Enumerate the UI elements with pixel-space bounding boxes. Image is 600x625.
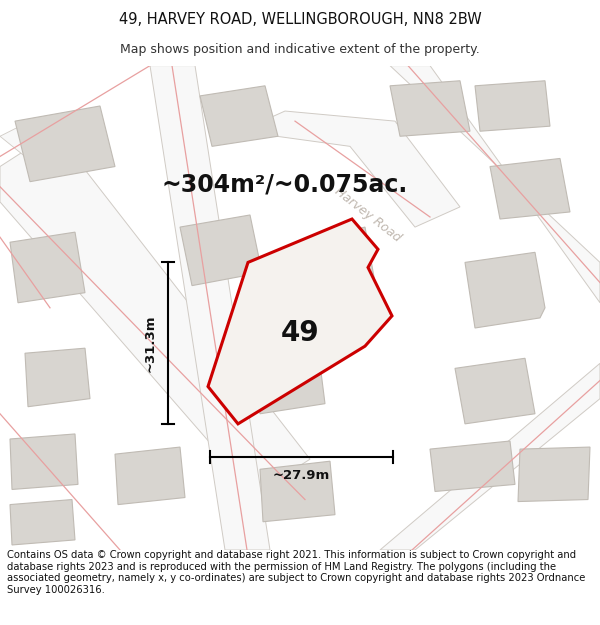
Polygon shape	[380, 363, 600, 550]
Polygon shape	[0, 131, 310, 494]
Polygon shape	[208, 219, 392, 424]
Text: Contains OS data © Crown copyright and database right 2021. This information is : Contains OS data © Crown copyright and d…	[7, 550, 586, 595]
Polygon shape	[300, 227, 375, 298]
Polygon shape	[115, 447, 185, 504]
Polygon shape	[240, 111, 460, 227]
Polygon shape	[390, 81, 470, 136]
Polygon shape	[10, 499, 75, 545]
Polygon shape	[150, 66, 270, 550]
Text: 49, HARVEY ROAD, WELLINGBOROUGH, NN8 2BW: 49, HARVEY ROAD, WELLINGBOROUGH, NN8 2BW	[119, 12, 481, 27]
Polygon shape	[200, 86, 278, 146]
Text: 49: 49	[281, 319, 319, 347]
Polygon shape	[15, 106, 115, 182]
Text: ~31.3m: ~31.3m	[143, 314, 157, 372]
Polygon shape	[455, 358, 535, 424]
Polygon shape	[490, 159, 570, 219]
Polygon shape	[10, 232, 85, 302]
Polygon shape	[465, 253, 545, 328]
Polygon shape	[25, 348, 90, 407]
Polygon shape	[390, 66, 600, 302]
Text: ~304m²/~0.075ac.: ~304m²/~0.075ac.	[162, 173, 408, 197]
Polygon shape	[430, 441, 515, 491]
Polygon shape	[475, 81, 550, 131]
Polygon shape	[180, 215, 262, 286]
Polygon shape	[255, 348, 325, 414]
Polygon shape	[518, 447, 590, 501]
Text: Map shows position and indicative extent of the property.: Map shows position and indicative extent…	[120, 42, 480, 56]
Polygon shape	[260, 461, 335, 522]
Text: ~27.9m: ~27.9m	[273, 469, 330, 482]
Polygon shape	[0, 121, 80, 177]
Polygon shape	[10, 434, 78, 489]
Text: Harvey Road: Harvey Road	[332, 185, 404, 245]
